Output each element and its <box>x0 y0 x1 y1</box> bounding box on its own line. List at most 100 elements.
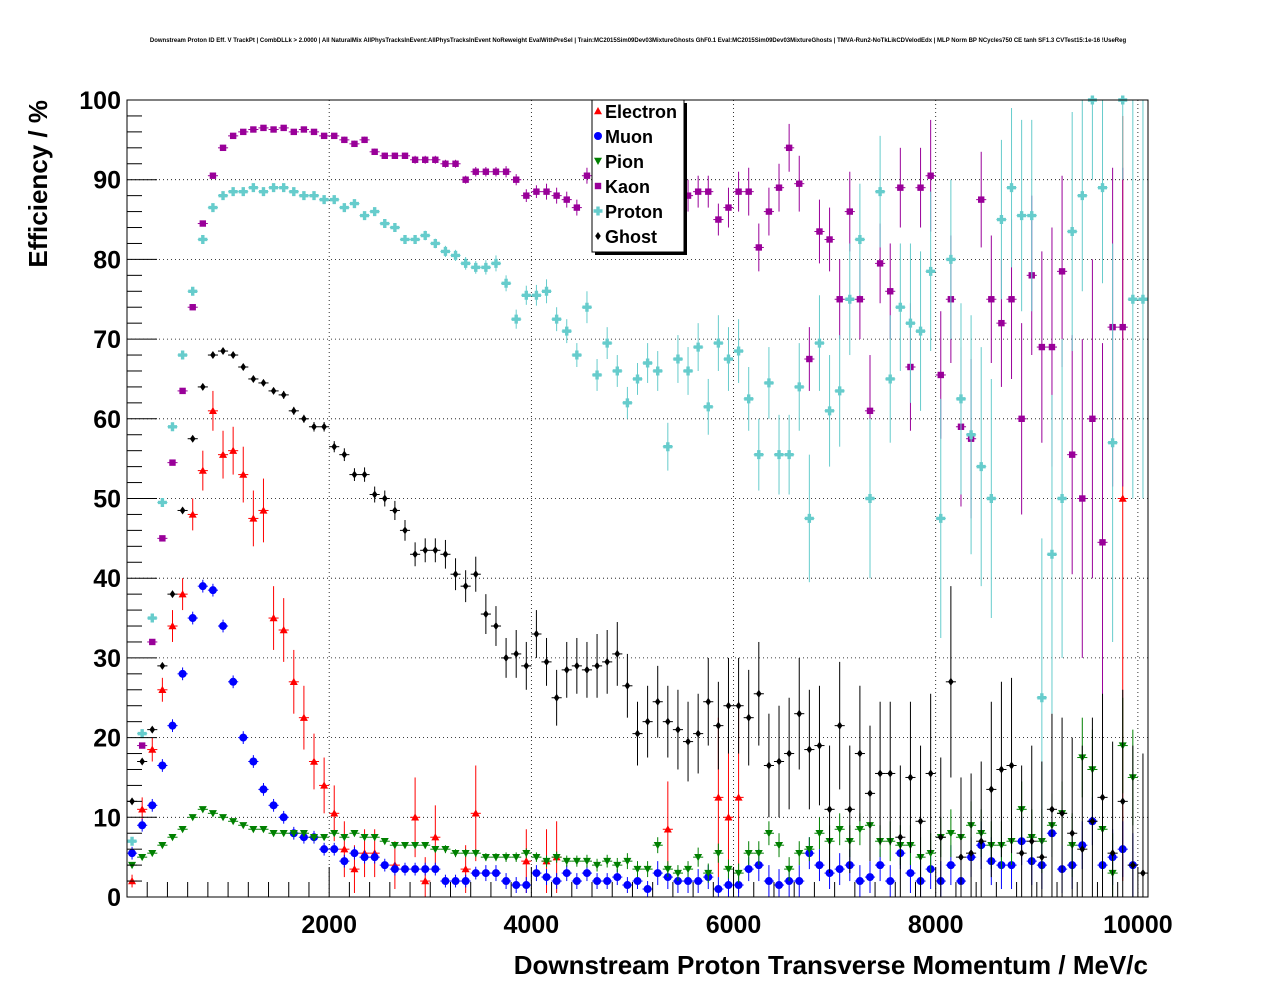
proton-point <box>622 386 633 419</box>
muon-point <box>763 865 774 897</box>
electron-marker <box>269 614 278 622</box>
proton-point <box>319 195 330 205</box>
pion-marker <box>441 845 450 854</box>
proton-marker <box>349 199 359 209</box>
kaon-point <box>1036 251 1047 443</box>
electron-point <box>167 610 178 642</box>
proton-point <box>268 183 279 193</box>
muon-point <box>693 869 704 894</box>
proton-marker <box>471 262 481 272</box>
proton-point <box>460 257 471 270</box>
muon-marker <box>400 865 409 874</box>
pion-marker <box>623 857 632 866</box>
ghost-marker <box>836 721 843 730</box>
muon-marker <box>876 861 885 870</box>
ghost-point <box>278 390 289 399</box>
muon-point <box>369 850 380 864</box>
pion-point <box>713 843 724 863</box>
ghost-point <box>369 486 380 503</box>
ghost-marker <box>351 470 358 479</box>
ghost-marker <box>988 785 995 794</box>
proton-point <box>399 234 411 244</box>
series-ghost <box>127 347 1148 897</box>
kaon-marker <box>401 152 409 159</box>
kaon-marker <box>1058 268 1066 275</box>
proton-point <box>440 245 451 258</box>
ghost-point <box>895 765 906 897</box>
electron-marker <box>350 865 359 873</box>
kaon-marker <box>290 128 297 136</box>
ghost-point <box>339 448 350 462</box>
muon-point <box>278 810 289 824</box>
pion-marker <box>926 849 935 858</box>
ghost-point <box>157 661 168 670</box>
proton-point <box>339 203 350 213</box>
ghost-marker <box>503 653 509 662</box>
proton-point <box>501 275 512 292</box>
ghost-marker <box>543 657 550 666</box>
proton-marker <box>703 402 713 412</box>
kaon-marker <box>816 228 823 235</box>
muon-point <box>460 874 471 888</box>
proton-marker <box>430 238 440 248</box>
muon-marker <box>643 885 652 894</box>
kaon-point <box>379 152 390 159</box>
ghost-point <box>642 685 653 758</box>
proton-marker <box>1077 191 1087 201</box>
pion-point <box>207 810 218 818</box>
muon-marker <box>390 865 399 874</box>
proton-point <box>824 355 835 467</box>
proton-marker <box>380 219 390 229</box>
pion-point <box>167 834 178 842</box>
ghost-marker <box>756 689 762 698</box>
proton-point <box>895 243 906 371</box>
ghost-point <box>1137 753 1148 897</box>
pion-point <box>541 855 552 867</box>
kaon-marker <box>1038 343 1046 351</box>
kaon-point <box>1067 335 1078 575</box>
ghost-marker <box>968 849 974 858</box>
muon-marker <box>249 757 258 766</box>
muon-marker <box>532 869 541 878</box>
muon-marker <box>269 801 278 810</box>
ghost-marker <box>230 351 236 360</box>
proton-point <box>581 291 593 324</box>
ghost-point <box>167 590 178 599</box>
proton-marker <box>643 358 653 368</box>
ghost-point <box>1097 693 1108 897</box>
electron-point <box>278 598 289 662</box>
kaon-marker <box>796 180 803 187</box>
electron-marker <box>289 677 298 686</box>
series-muon <box>127 579 1138 897</box>
legend-entry-electron: Electron <box>594 102 677 122</box>
pion-point <box>723 859 734 879</box>
muon-point <box>652 861 663 886</box>
pion-point <box>410 841 421 850</box>
muon-marker <box>835 865 844 874</box>
ghost-point <box>217 347 229 356</box>
muon-point <box>622 877 633 894</box>
proton-marker <box>279 183 289 193</box>
ghost-point <box>531 610 542 658</box>
proton-point <box>147 613 158 623</box>
ghost-point <box>996 681 1007 858</box>
ghost-point <box>581 641 593 698</box>
pion-marker <box>471 849 480 858</box>
ghost-point <box>804 689 815 810</box>
proton-marker <box>986 494 996 503</box>
kaon-marker <box>998 319 1005 327</box>
kaon-point <box>733 171 744 212</box>
ghost-marker <box>240 362 247 371</box>
proton-marker <box>936 513 946 523</box>
muon-marker <box>350 849 359 858</box>
legend-marker-proton <box>593 206 603 216</box>
electron-point <box>258 478 269 543</box>
proton-point <box>1107 243 1118 642</box>
kaon-point <box>137 742 148 749</box>
electron-point <box>228 426 239 475</box>
pion-point <box>399 841 411 850</box>
kaon-marker <box>442 160 449 167</box>
ghost-marker <box>594 661 600 670</box>
kaon-marker <box>169 459 176 466</box>
electron-point <box>147 737 158 762</box>
